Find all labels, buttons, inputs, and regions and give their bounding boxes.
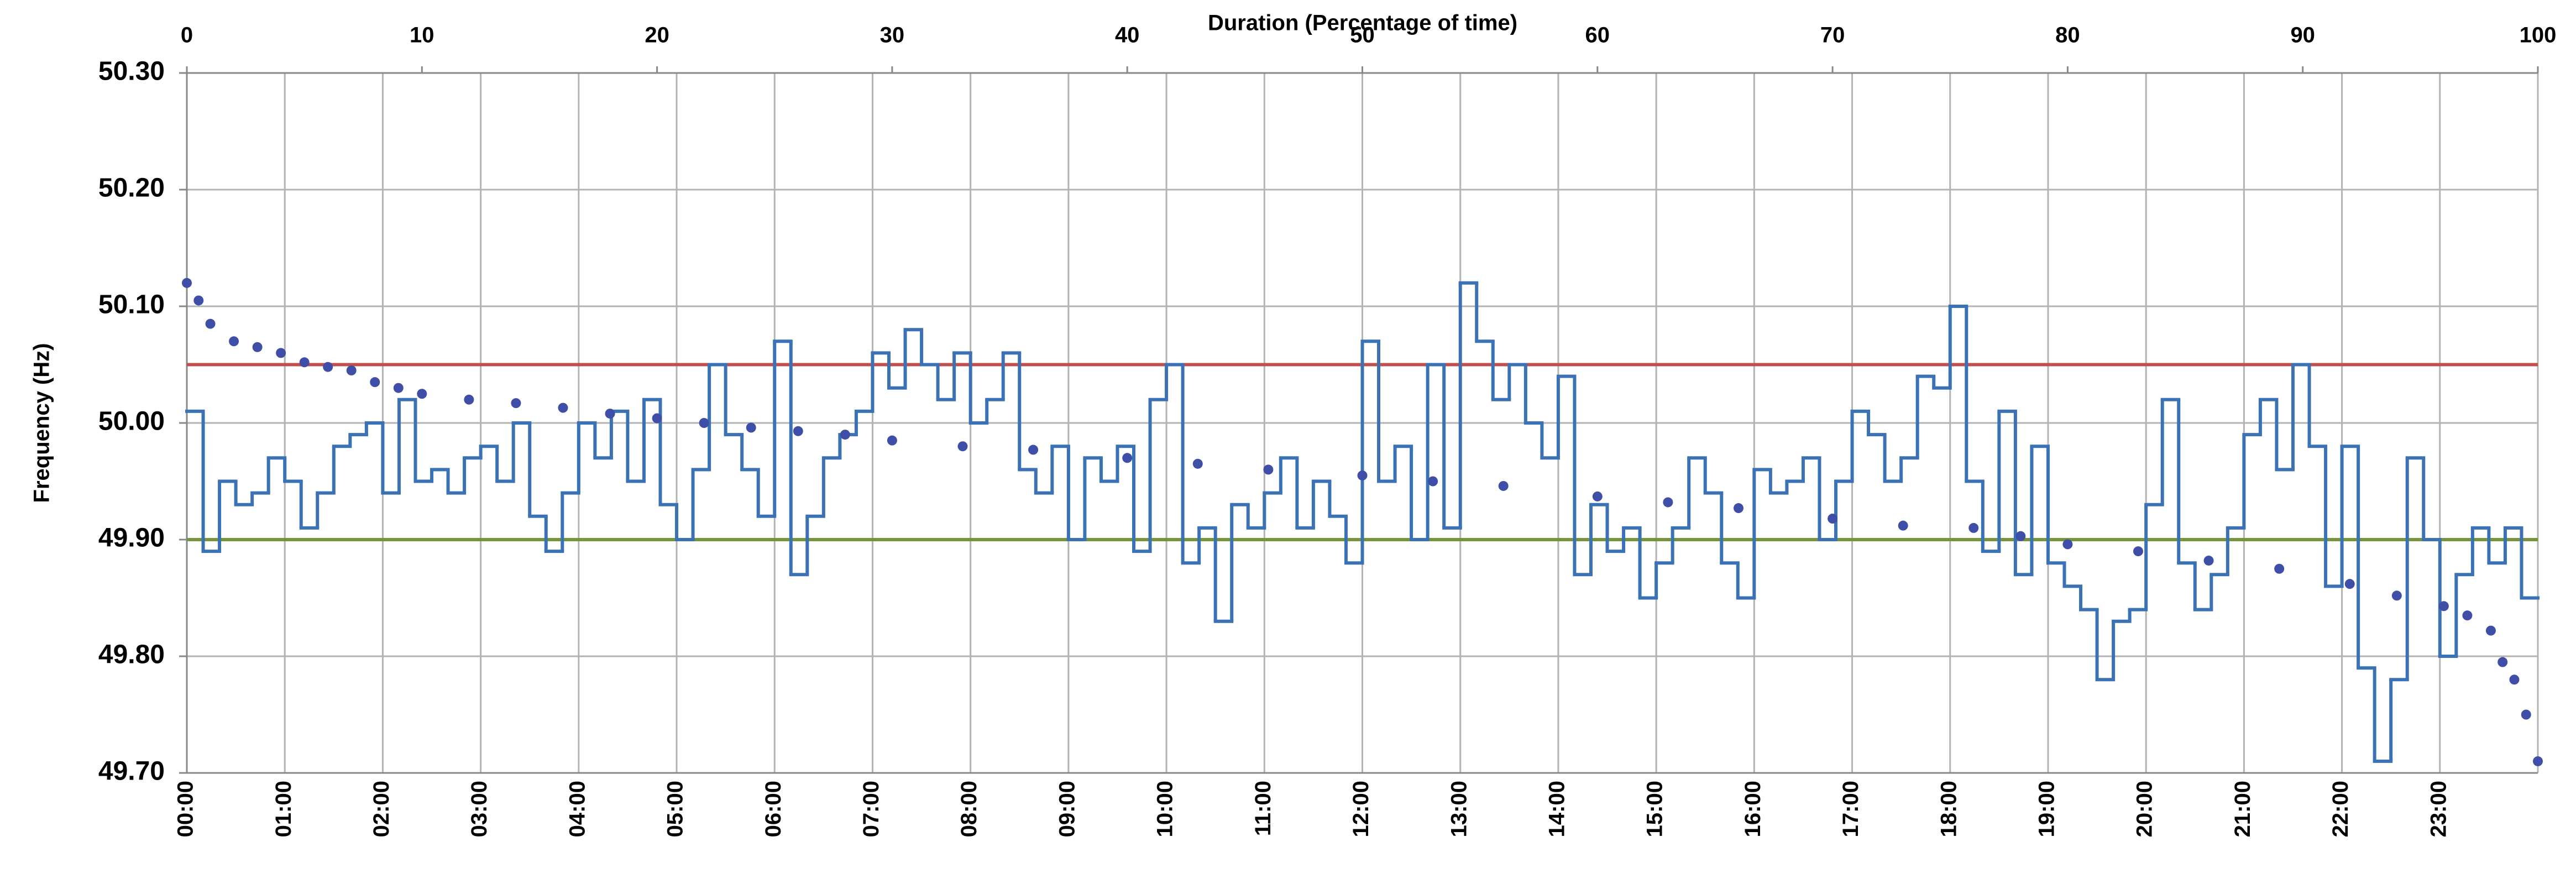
duration-point <box>182 278 192 288</box>
x-tick-label: 18:00 <box>1936 781 1961 837</box>
x-tick-label: 08:00 <box>957 781 981 837</box>
x-tick-label: 02:00 <box>369 781 394 837</box>
duration-point <box>2062 539 2073 550</box>
duration-point <box>2438 601 2449 611</box>
duration-point <box>840 430 850 440</box>
duration-point <box>1898 520 1908 531</box>
duration-point <box>417 389 427 399</box>
duration-point <box>2485 625 2496 636</box>
x-tick-label: 13:00 <box>1447 781 1471 837</box>
x2-tick-label: 50 <box>1350 23 1375 48</box>
duration-point <box>1828 514 1838 524</box>
duration-point <box>229 336 239 347</box>
duration-point <box>346 365 357 376</box>
duration-point <box>2391 590 2402 601</box>
x-tick-label: 00:00 <box>174 781 198 837</box>
x-tick-label: 15:00 <box>1643 781 1667 837</box>
x-tick-label: 10:00 <box>1153 781 1177 837</box>
x-tick-label: 17:00 <box>1839 781 1863 837</box>
duration-point <box>511 398 521 409</box>
x2-tick-label: 40 <box>1115 23 1140 48</box>
x2-tick-label: 0 <box>181 23 193 48</box>
duration-point <box>957 441 968 452</box>
y-tick-label: 49.80 <box>98 640 165 670</box>
x-tick-label: 09:00 <box>1055 781 1079 837</box>
duration-point <box>464 394 474 405</box>
x-tick-label: 04:00 <box>565 781 589 837</box>
x-tick-label: 07:00 <box>859 781 883 837</box>
duration-point <box>323 362 333 372</box>
duration-point <box>276 348 286 358</box>
duration-point <box>2521 709 2531 720</box>
x-tick-label: 11:00 <box>1251 781 1275 836</box>
y-tick-label: 50.20 <box>98 174 165 203</box>
x-axis-title: Duration (Percentage of time) <box>1208 11 1517 35</box>
duration-point <box>1968 522 1979 533</box>
duration-point <box>193 295 204 306</box>
duration-point <box>205 318 216 329</box>
y-axis-title: Frequency (Hz) <box>30 343 54 503</box>
x-tick-label: 03:00 <box>467 781 491 837</box>
x2-tick-label: 60 <box>1585 23 1610 48</box>
duration-point <box>1357 470 1368 480</box>
x-tick-label: 19:00 <box>2035 781 2059 837</box>
x-tick-label: 05:00 <box>663 781 688 837</box>
duration-point <box>652 413 662 424</box>
duration-point <box>370 377 380 388</box>
y-tick-label: 49.70 <box>98 757 165 786</box>
duration-point <box>2462 610 2473 621</box>
duration-point <box>793 426 803 436</box>
x-tick-label: 12:00 <box>1349 781 1373 837</box>
duration-point <box>2274 563 2285 574</box>
x-tick-label: 16:00 <box>1741 781 1765 837</box>
y-tick-label: 50.10 <box>98 290 165 320</box>
duration-point <box>1663 497 1673 508</box>
duration-point <box>1592 491 1603 501</box>
duration-point <box>1028 445 1039 455</box>
duration-point <box>699 418 709 428</box>
duration-point <box>605 409 615 419</box>
x2-tick-label: 30 <box>880 23 905 48</box>
duration-point <box>2498 657 2508 667</box>
x2-tick-label: 10 <box>410 23 434 48</box>
y-tick-label: 50.00 <box>98 407 165 436</box>
x2-tick-label: 90 <box>2290 23 2315 48</box>
duration-point <box>252 342 263 352</box>
duration-point <box>2344 579 2355 589</box>
x-tick-label: 22:00 <box>2328 781 2353 837</box>
duration-point <box>1733 503 1743 514</box>
duration-point <box>558 402 568 413</box>
x-tick-label: 20:00 <box>2133 781 2157 837</box>
x2-tick-label: 20 <box>645 23 669 48</box>
duration-point <box>746 422 756 433</box>
duration-point <box>1263 464 1274 475</box>
duration-point <box>1192 458 1203 469</box>
duration-point <box>1498 480 1509 491</box>
duration-point <box>1428 476 1438 487</box>
duration-point <box>2015 531 2026 541</box>
y-tick-label: 49.90 <box>98 524 165 553</box>
duration-point <box>887 435 897 446</box>
x2-tick-label: 100 <box>2520 23 2557 48</box>
duration-point <box>393 383 404 393</box>
duration-point <box>1122 453 1133 463</box>
x-tick-label: 06:00 <box>761 781 786 837</box>
x2-tick-label: 80 <box>2055 23 2080 48</box>
x-tick-label: 23:00 <box>2426 781 2451 837</box>
x-tick-label: 21:00 <box>2231 781 2255 837</box>
x2-tick-label: 70 <box>1820 23 1845 48</box>
x-tick-label: 01:00 <box>271 781 296 837</box>
x-tick-label: 14:00 <box>1544 781 1569 837</box>
duration-point <box>2133 546 2143 557</box>
y-tick-label: 50.30 <box>98 57 165 86</box>
duration-point <box>2509 675 2520 685</box>
duration-point <box>299 357 310 368</box>
duration-point <box>2203 555 2214 566</box>
duration-point <box>2533 756 2543 766</box>
